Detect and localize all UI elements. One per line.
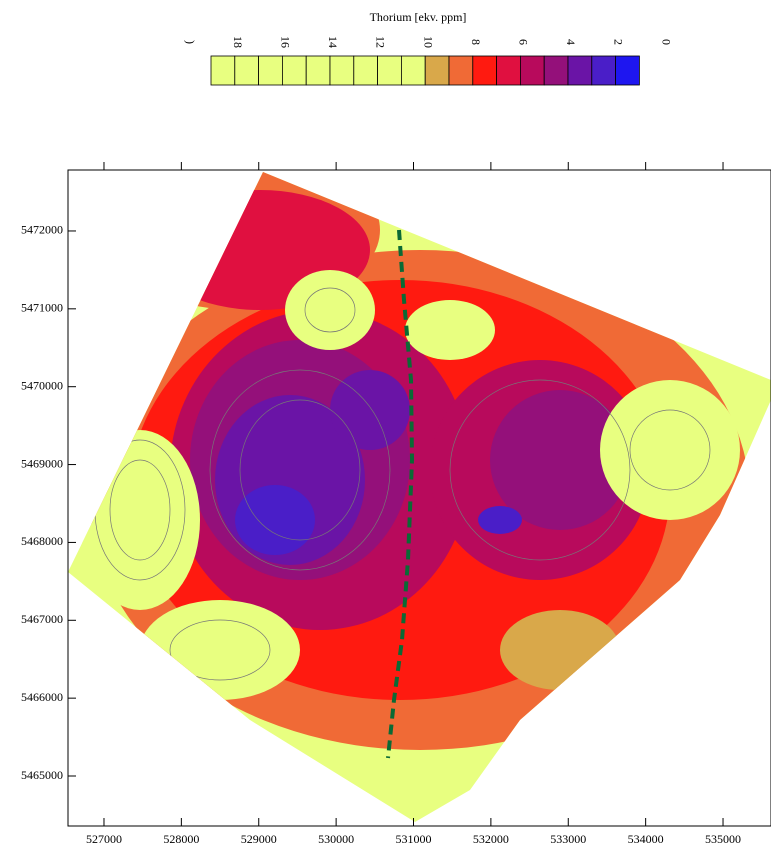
colorbar-label: 6 [516,39,530,45]
colorbar-label: ) [183,40,197,44]
colorbar: ) 18 16 14 12 10 8 6 4 2 0 [183,36,673,85]
x-tick-label: 529000 [241,832,277,846]
colorbar-title: Thorium [ekv. ppm] [370,10,467,24]
colorbar-swatch [401,56,425,85]
map-chart: Thorium [ekv. ppm] ) 18 16 14 12 10 8 6 4 2 0 5270… [0,0,771,850]
colorbar-swatch [354,56,378,85]
colorbar-swatch [378,56,402,85]
x-tick-label: 533000 [550,832,586,846]
y-tick-label: 5467000 [21,612,63,626]
colorbar-swatch [235,56,259,85]
colorbar-label: 4 [564,39,578,45]
colorbar-swatch [306,56,330,85]
colorbar-swatch [473,56,497,85]
colorbar-label: 2 [612,39,626,45]
colorbar-label: 16 [278,36,292,48]
colorbar-label: 0 [659,39,673,45]
colorbar-swatch [259,56,283,85]
colorbar-swatch [592,56,616,85]
colorbar-label: 14 [326,36,340,48]
y-tick-label: 5471000 [21,301,63,315]
colorbar-label: 8 [469,39,483,45]
colorbar-swatch [282,56,306,85]
colorbar-swatch [544,56,568,85]
colorbar-swatch [425,56,449,85]
colorbar-swatch [497,56,521,85]
y-tick-label: 5469000 [21,456,63,470]
x-tick-label: 534000 [628,832,664,846]
y-tick-label: 5470000 [21,378,63,392]
x-tick-label: 535000 [705,832,741,846]
y-tick-label: 5465000 [21,768,63,782]
colorbar-label: 10 [421,36,435,48]
y-tick-label: 5472000 [21,223,63,237]
x-tick-label: 530000 [318,832,354,846]
colorbar-swatch [616,56,640,85]
colorbar-label: 18 [231,36,245,48]
x-tick-label: 531000 [396,832,432,846]
colorbar-swatch [330,56,354,85]
colorbar-swatch [520,56,544,85]
contour-field [60,150,771,840]
x-tick-label: 527000 [86,832,122,846]
y-tick-label: 5466000 [21,690,63,704]
colorbar-label: 12 [374,36,388,48]
colorbar-swatch [568,56,592,85]
colorbar-swatch [449,56,473,85]
y-tick-label: 5468000 [21,534,63,548]
colorbar-swatch [211,56,235,85]
x-tick-label: 528000 [163,832,199,846]
x-tick-label: 532000 [473,832,509,846]
